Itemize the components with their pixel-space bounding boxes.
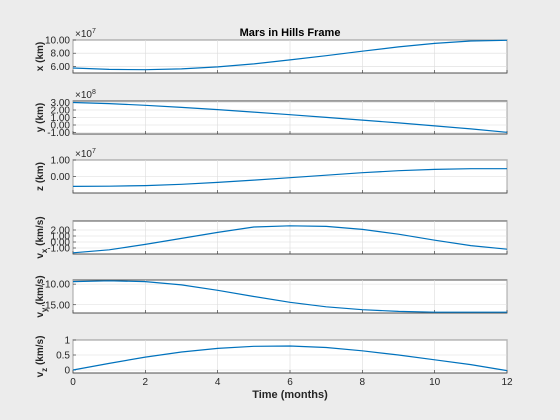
y-tick-label: 0 <box>64 366 70 377</box>
y-exponent-value: 8 <box>92 89 96 96</box>
series-line <box>72 225 508 254</box>
y-axis-label-unit: (km/s) <box>35 336 46 368</box>
y-tick-label: 2.00 <box>51 106 71 117</box>
y-tick-label: -10.00 <box>42 280 71 291</box>
x-tick-label: 10 <box>429 377 441 388</box>
series-line <box>72 101 508 133</box>
y-tick-label: 0.00 <box>51 172 71 183</box>
y-exponent-label: ×107 <box>75 28 96 40</box>
y-axis-label-subscript: x <box>40 248 49 253</box>
y-tick-label: 1.00 <box>51 156 71 167</box>
y-tick-label: 8.00 <box>51 49 71 60</box>
y-tick-label: 0.00 <box>51 121 71 132</box>
series-line <box>72 280 507 313</box>
y-axis-label-subscript: y <box>40 307 49 312</box>
y-axis-label-unit: (km/s) <box>35 275 46 307</box>
y-tick-label: -1.00 <box>47 128 70 139</box>
y-axis-label-main: v <box>35 253 46 259</box>
subplot-1: 6.00 8.00 10.00 ×107 x (km) <box>35 28 508 74</box>
y-axis-label: x (km) <box>35 42 46 71</box>
x-tick-label: 12 <box>501 377 513 388</box>
y-tick-label: 0.5 <box>56 351 70 362</box>
y-axis-label-subscript: z <box>40 368 49 372</box>
x-tick-label: 4 <box>215 377 221 388</box>
y-axis-label: vx (km/s) <box>35 216 49 258</box>
y-axis-label: vz (km/s) <box>35 336 49 378</box>
y-tick-label: 0.00 <box>51 238 71 249</box>
subplot-2: -1.000.001.002.003.00 ×108 y (km) <box>35 89 508 139</box>
y-axis-label-main: v <box>35 312 46 318</box>
y-exponent-label: ×107 <box>75 148 96 160</box>
y-tick-label: 6.00 <box>51 62 71 73</box>
x-tick-label: 6 <box>287 377 293 388</box>
subplot-6: 0 0.5 1 vz (km/s) 0 2 4 6 8 10 12 <box>35 336 513 389</box>
chart-title: Mars in Hills Frame <box>240 27 341 39</box>
y-tick-label: 1.00 <box>51 232 71 243</box>
subplot-3: 0.00 1.00 ×107 z (km) <box>35 148 508 194</box>
series-line <box>72 168 507 187</box>
y-exponent-label: ×108 <box>75 89 96 101</box>
y-tick-label: 1.00 <box>51 113 71 124</box>
y-axis-label: y (km) <box>35 103 46 132</box>
y-tick-label: 1 <box>64 336 70 347</box>
x-tick-label: 2 <box>143 377 149 388</box>
y-tick-label: 3.00 <box>51 98 71 109</box>
y-axis-label: vy (km/s) <box>35 275 49 317</box>
y-tick-label: 2.00 <box>51 226 71 237</box>
y-axis-label: z (km) <box>35 162 46 191</box>
y-axis-label-unit: (km/s) <box>35 216 46 248</box>
y-axis-label-main: v <box>35 371 46 377</box>
y-exponent-value: 7 <box>92 28 96 35</box>
x-tick-label: 8 <box>360 377 366 388</box>
y-tick-label: 10.00 <box>45 36 70 47</box>
x-axis-label: Time (months) <box>252 389 328 401</box>
y-tick-label: -15.00 <box>42 300 71 311</box>
series-line <box>72 39 508 71</box>
series-line <box>72 345 508 372</box>
y-tick-label: -1.00 <box>47 244 70 255</box>
y-exponent-value: 7 <box>92 148 96 155</box>
x-tick-label: 0 <box>70 377 76 388</box>
